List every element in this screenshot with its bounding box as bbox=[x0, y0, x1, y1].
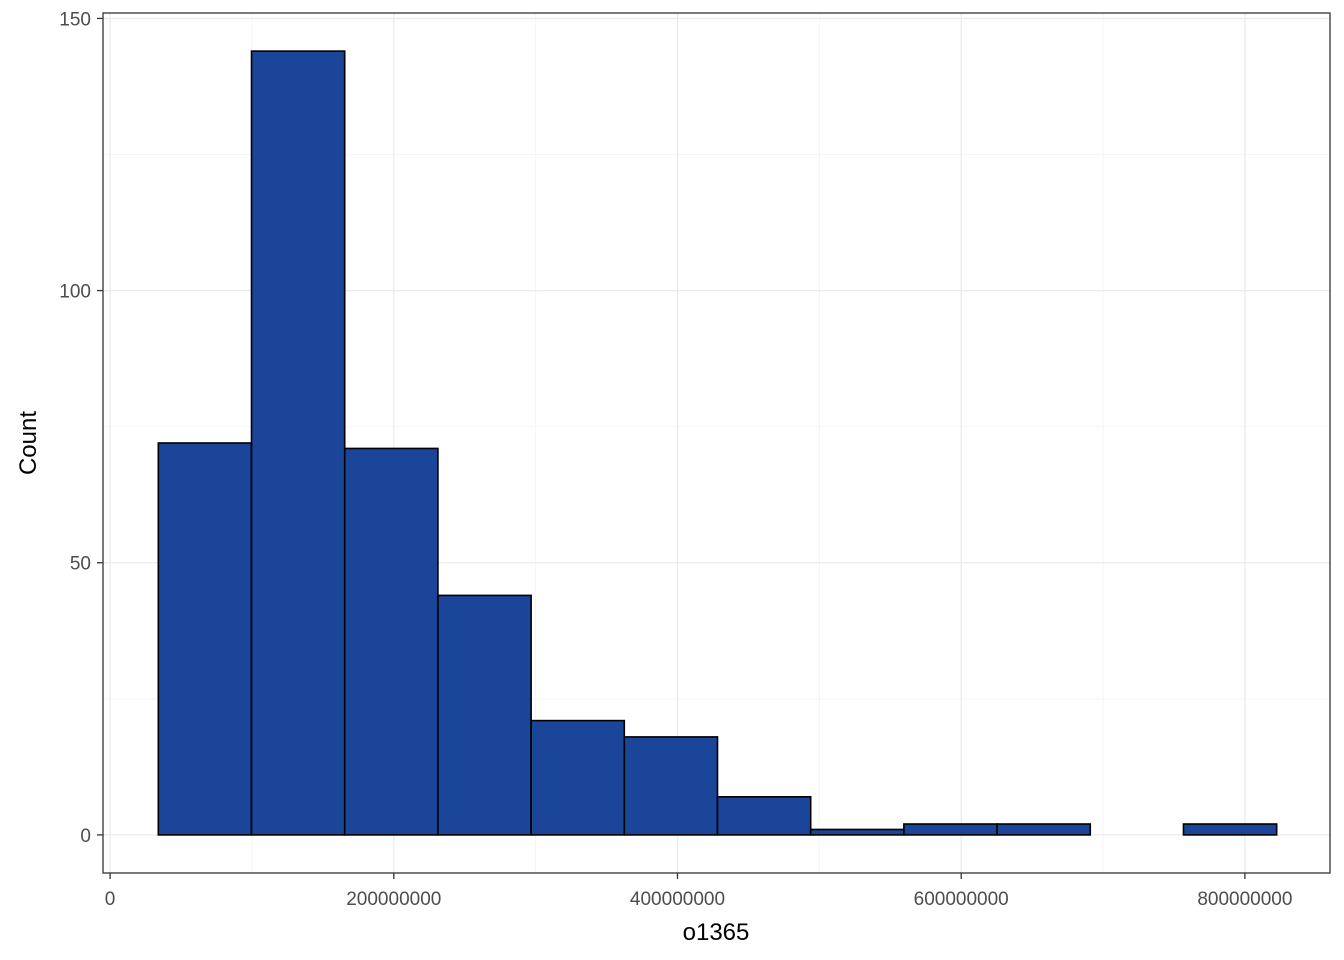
y-axis-ticks: 0 50 100 150 bbox=[59, 9, 103, 847]
x-axis-ticks: 0 200000000 400000000 600000000 800000000 bbox=[105, 873, 1292, 910]
histogram-bars bbox=[157, 50, 1278, 836]
histogram-bar-8 bbox=[809, 828, 905, 836]
x-tick-label: 0 bbox=[105, 889, 116, 910]
histogram-bar-9 bbox=[903, 823, 998, 836]
y-tick-label: 50 bbox=[70, 554, 91, 575]
histogram-bar-5 bbox=[530, 719, 626, 836]
histogram-bar-12 bbox=[1182, 823, 1278, 836]
x-tick-label: 600000000 bbox=[914, 889, 1009, 910]
x-axis-title: o1365 bbox=[683, 919, 750, 946]
histogram-bar-2 bbox=[250, 50, 346, 836]
histogram-bar-10 bbox=[996, 823, 1092, 836]
x-tick-label: 200000000 bbox=[346, 889, 441, 910]
x-tick-label: 400000000 bbox=[630, 889, 725, 910]
y-axis-title: Count bbox=[15, 411, 42, 475]
x-tick-label: 800000000 bbox=[1197, 889, 1292, 910]
y-tick-label: 150 bbox=[59, 9, 91, 30]
histogram-bar-6 bbox=[623, 736, 719, 836]
histogram-bar-4 bbox=[437, 594, 532, 836]
histogram-bar-1 bbox=[157, 442, 253, 836]
histogram-bar-3 bbox=[343, 447, 439, 836]
y-tick-label: 0 bbox=[80, 826, 91, 847]
panel-border bbox=[102, 12, 1331, 874]
major-grid bbox=[103, 13, 1330, 873]
y-tick-label: 100 bbox=[59, 282, 91, 303]
histogram-bar-7 bbox=[716, 795, 812, 836]
